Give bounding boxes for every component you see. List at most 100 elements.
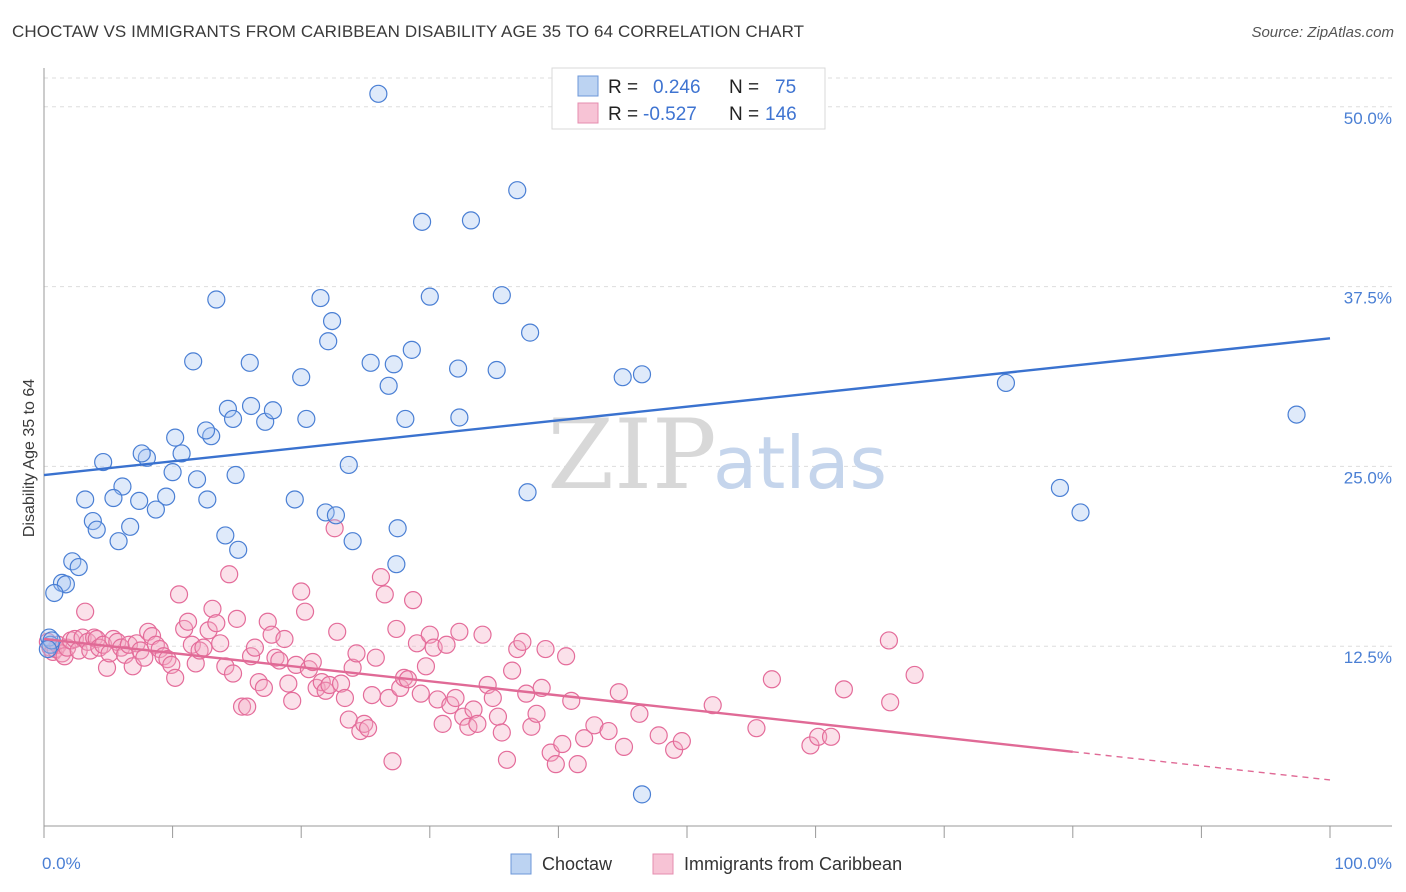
- legend-bottom: Choctaw Immigrants from Caribbean: [510, 853, 902, 875]
- choctaw-point: [518, 483, 537, 502]
- caribbean-point: [320, 675, 339, 695]
- legend-r-label-1: R =: [608, 77, 638, 98]
- choctaw-point: [38, 639, 57, 659]
- y-tick-label: 50.0%: [1344, 109, 1392, 128]
- caribbean-point: [527, 704, 546, 723]
- caribbean-point: [194, 638, 213, 657]
- choctaw-point: [412, 212, 432, 231]
- chart-title: CHOCTAW VS IMMIGRANTS FROM CARIBBEAN DIS…: [12, 22, 805, 41]
- legend-r-label-2: R =: [608, 104, 638, 125]
- choctaw-point: [216, 526, 235, 545]
- choctaw-point: [285, 490, 304, 509]
- choctaw-point: [420, 287, 439, 306]
- caribbean-point: [546, 755, 565, 774]
- choctaw-point: [1287, 405, 1306, 424]
- choctaw-point: [632, 785, 652, 804]
- caribbean-point: [437, 635, 456, 654]
- caribbean-point: [331, 674, 351, 693]
- choctaw-point: [218, 399, 237, 418]
- caribbean-point: [203, 599, 222, 618]
- caribbean-trend-line: [43, 637, 1073, 753]
- caribbean-point: [503, 661, 522, 680]
- choctaw-point: [402, 340, 421, 359]
- caribbean-point: [249, 673, 268, 692]
- caribbean-point: [905, 665, 924, 685]
- caribbean-point: [97, 658, 117, 677]
- caribbean-point: [335, 688, 355, 708]
- choctaw-points: [38, 84, 1306, 804]
- choctaw-point: [196, 421, 216, 440]
- caribbean-point: [292, 582, 311, 601]
- caribbean-point: [492, 723, 511, 742]
- choctaw-point: [166, 428, 185, 447]
- caribbean-point: [283, 691, 302, 710]
- watermark-zip: ZIP: [547, 399, 716, 511]
- caribbean-point: [649, 726, 668, 745]
- choctaw-point: [613, 368, 632, 387]
- caribbean-point: [488, 707, 508, 726]
- choctaw-point: [202, 427, 221, 446]
- choctaw-point: [146, 500, 165, 519]
- choctaw-point: [461, 211, 481, 230]
- caribbean-point: [403, 591, 423, 610]
- caribbean-point: [416, 657, 436, 676]
- legend-n-label-2: N =: [729, 104, 759, 125]
- caribbean-point: [411, 684, 430, 703]
- caribbean-point: [178, 612, 198, 631]
- caribbean-point: [473, 625, 492, 644]
- watermark-atlas: atlas: [713, 421, 887, 505]
- choctaw-point: [343, 532, 362, 551]
- caribbean-point: [220, 565, 239, 584]
- caribbean-point: [347, 644, 366, 663]
- source-credit: Source: ZipAtlas.com: [1251, 24, 1394, 41]
- caribbean-point: [562, 691, 581, 710]
- caribbean-point: [821, 727, 841, 746]
- caribbean-point: [446, 688, 465, 708]
- caribbean-point: [630, 704, 649, 723]
- y-tick-label: 12.5%: [1344, 648, 1392, 667]
- choctaw-point: [319, 332, 338, 351]
- choctaw-point: [69, 557, 88, 577]
- caribbean-point: [483, 688, 502, 708]
- caribbean-point: [358, 719, 378, 738]
- legend-bottom-swatch-choctaw: [510, 853, 532, 875]
- caribbean-point: [609, 683, 628, 702]
- caribbean-point: [169, 585, 189, 604]
- legend-bottom-caribbean: Immigrants from Caribbean: [684, 854, 902, 874]
- caribbean-point: [325, 519, 344, 538]
- caribbean-point: [557, 647, 576, 666]
- legend-n-value-2: 146: [765, 104, 797, 125]
- caribbean-point: [513, 632, 532, 651]
- caribbean-point: [328, 622, 347, 641]
- choctaw-point: [492, 286, 511, 305]
- choctaw-point: [94, 452, 113, 472]
- legend-bottom-swatch-caribbean: [652, 853, 674, 875]
- choctaw-point: [396, 409, 415, 429]
- choctaw-trend-line: [43, 337, 1331, 477]
- caribbean-point: [536, 639, 555, 659]
- choctaw-point: [172, 444, 191, 463]
- caribbean-point: [464, 700, 483, 719]
- caribbean-point: [672, 732, 691, 751]
- caribbean-point: [245, 638, 265, 657]
- caribbean-point: [199, 621, 218, 640]
- y-tick-label: 25.0%: [1344, 468, 1392, 487]
- choctaw-point: [369, 84, 388, 103]
- choctaw-point: [521, 323, 540, 342]
- caribbean-point: [76, 602, 95, 621]
- trend-lines: [43, 337, 1331, 781]
- caribbean-point: [881, 693, 900, 712]
- choctaw-point: [240, 353, 259, 372]
- caribbean-point: [809, 727, 828, 746]
- choctaw-point: [361, 353, 380, 372]
- caribbean-point: [279, 674, 298, 693]
- caribbean-point: [207, 614, 226, 633]
- choctaw-point: [297, 409, 316, 429]
- caribbean-point: [407, 634, 427, 653]
- caribbean-point: [468, 714, 487, 733]
- legend-n-label-1: N =: [729, 77, 759, 98]
- choctaw-point: [241, 396, 261, 416]
- caribbean-point: [575, 729, 594, 748]
- choctaw-point: [132, 444, 151, 463]
- choctaw-point: [387, 555, 406, 574]
